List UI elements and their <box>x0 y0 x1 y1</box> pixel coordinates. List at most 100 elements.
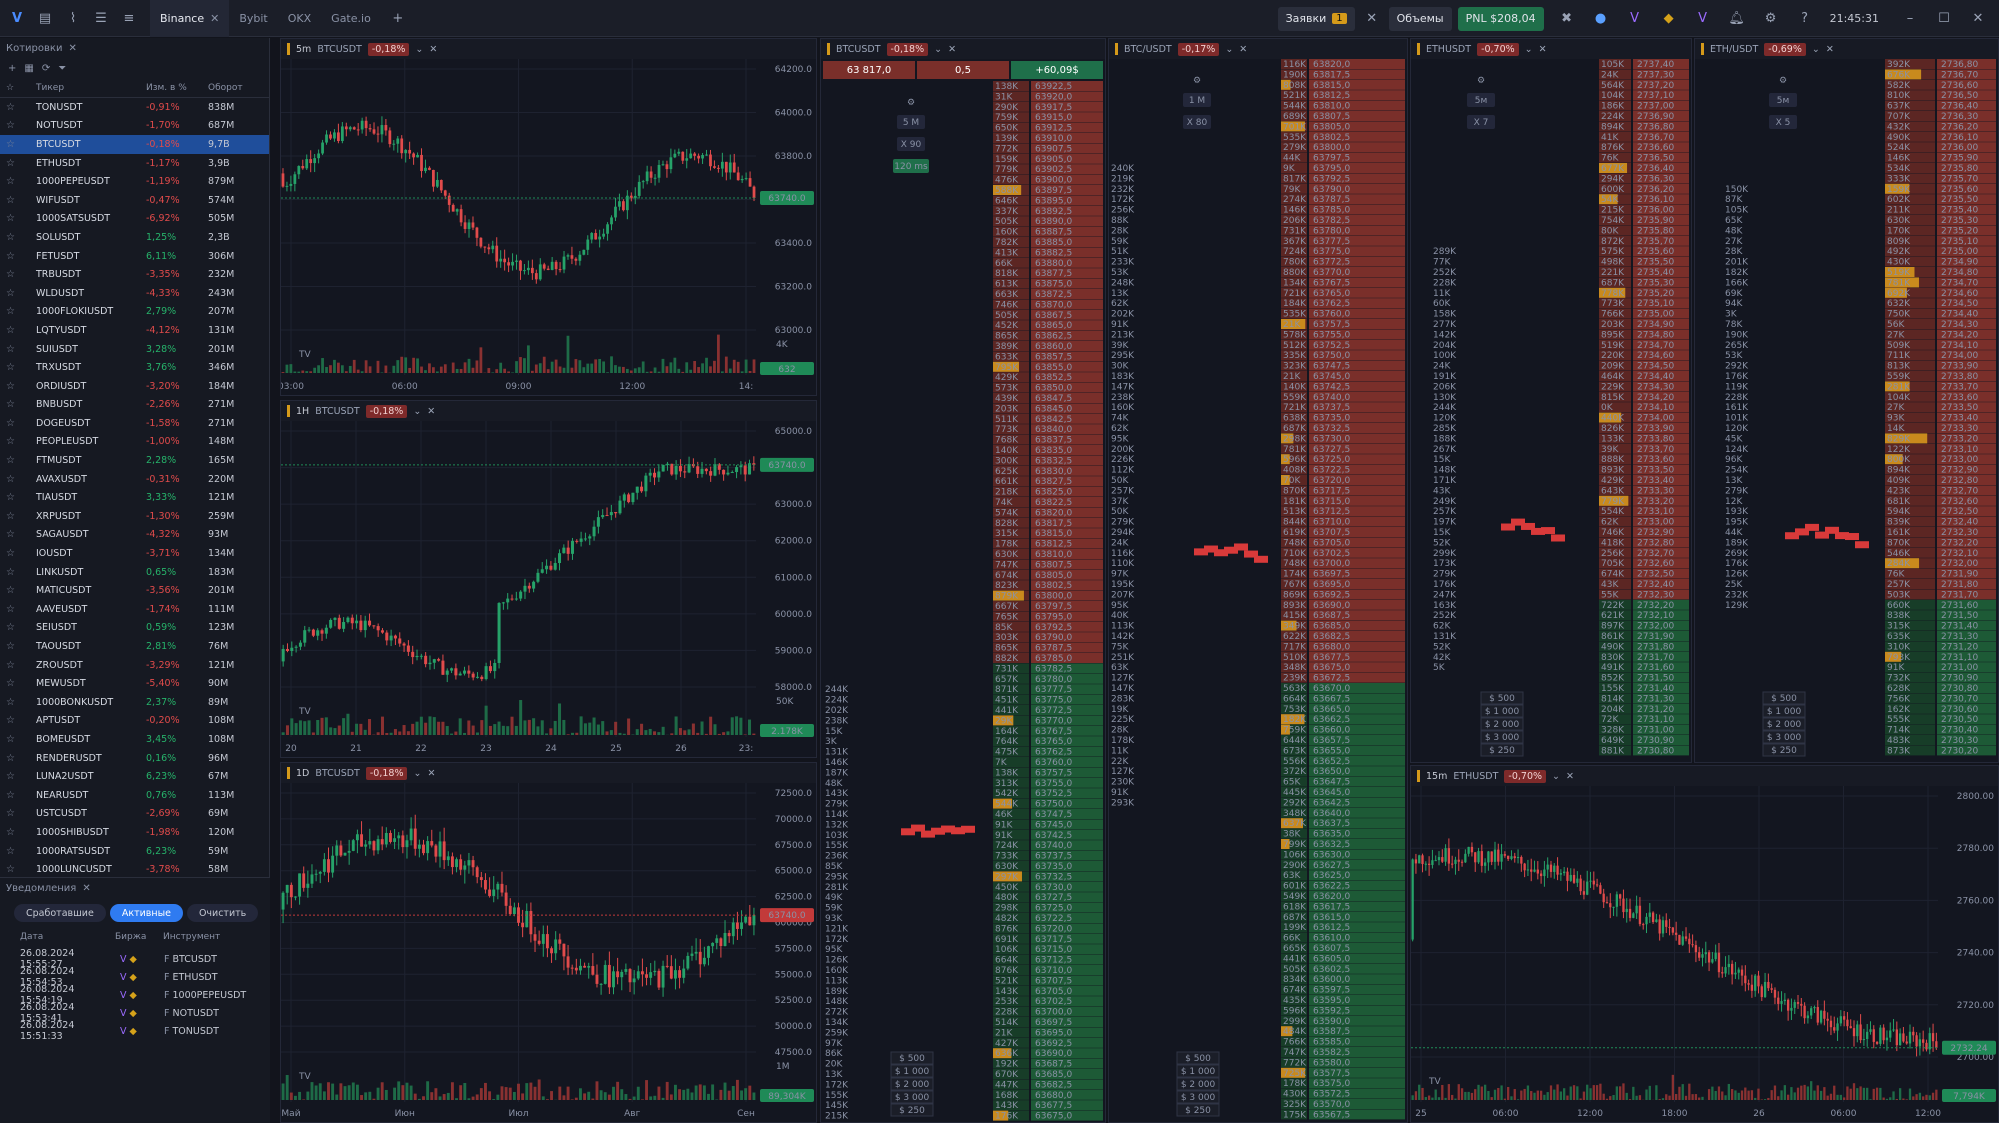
quote-row[interactable]: ☆ 1000BONKUSDT 2,37% 89M <box>0 693 269 712</box>
star-icon[interactable]: ☆ <box>6 269 15 281</box>
quote-row[interactable]: ☆ ETHUSDT -1,17% 3,9B <box>0 154 269 173</box>
quote-row[interactable]: ☆ 1000RATSUSDT 6,23% 59M <box>0 842 269 861</box>
tab-gate-io[interactable]: Gate.io <box>321 0 381 37</box>
col-ticker[interactable]: Тикер <box>36 82 65 93</box>
quote-row[interactable]: ☆ WLDUSDT -4,33% 243M <box>0 284 269 303</box>
quote-row[interactable]: ☆ BOMEUSDT 3,45% 108M <box>0 730 269 749</box>
close-icon[interactable]: ✕ <box>68 42 77 54</box>
star-icon[interactable]: ☆ <box>6 138 15 150</box>
star-icon[interactable]: ☆ <box>6 231 15 243</box>
coin-icon[interactable]: ◆ <box>1663 11 1674 26</box>
star-icon[interactable]: ☆ <box>6 250 15 262</box>
star-icon[interactable]: ☆ <box>6 808 15 820</box>
col-change[interactable]: Изм. в % <box>146 82 187 93</box>
star-icon[interactable]: ☆ <box>6 845 15 857</box>
star-icon[interactable]: ☆ <box>6 733 15 745</box>
star-icon[interactable]: ☆ <box>6 157 15 169</box>
add-icon[interactable]: + <box>8 62 17 74</box>
star-icon[interactable]: ☆ <box>6 473 15 485</box>
quote-row[interactable]: ☆ MEWUSDT -5,40% 90M <box>0 674 269 693</box>
quote-row[interactable]: ☆ 1000LUNCUSDT -3,78% 58M <box>0 860 269 879</box>
star-icon[interactable]: ☆ <box>6 306 15 318</box>
chart-15m[interactable]: 2800.002780.002760.002740.002720.002700.… <box>1411 786 1998 1122</box>
quote-row[interactable]: ☆ FETUSDT 6,11% 306M <box>0 247 269 266</box>
quote-row[interactable]: ☆ SAGAUSDT -4,32% 93M <box>0 526 269 545</box>
active-button[interactable]: Активные <box>109 904 183 922</box>
quote-row[interactable]: ☆ 1000SHIBUSDT -1,98% 120M <box>0 823 269 842</box>
star-icon[interactable]: ☆ <box>6 120 15 132</box>
chevron-down-icon[interactable]: ⌄ <box>1225 43 1234 55</box>
star-icon[interactable]: ☆ <box>6 659 15 671</box>
price-field[interactable]: 63 817,0 <box>823 61 915 79</box>
star-icon[interactable]: ☆ <box>6 510 15 522</box>
star-icon[interactable]: ☆ <box>6 603 15 615</box>
close-icon[interactable]: ✕ <box>1825 43 1834 55</box>
quote-row[interactable]: ☆ TAOUSDT 2,81% 76M <box>0 637 269 656</box>
col-date[interactable]: Дата <box>20 932 44 942</box>
quote-row[interactable]: ☆ TIAUSDT 3,33% 121M <box>0 488 269 507</box>
star-icon[interactable]: ☆ <box>6 771 15 783</box>
quote-row[interactable]: ☆ SUIUSDT 3,28% 201M <box>0 340 269 359</box>
col-exchange[interactable]: Биржа <box>115 932 147 942</box>
quote-row[interactable]: ☆ USTCUSDT -2,69% 69M <box>0 805 269 824</box>
col-instrument[interactable]: Инструмент <box>163 932 221 942</box>
star-icon[interactable]: ☆ <box>6 417 15 429</box>
quote-row[interactable]: ☆ LUNA2USDT 6,23% 67M <box>0 767 269 786</box>
quote-row[interactable]: ☆ 1000SATSUSDT -6,92% 505M <box>0 210 269 229</box>
star-icon[interactable]: ☆ <box>6 492 15 504</box>
chevron-down-icon[interactable]: ⌄ <box>934 43 943 55</box>
quote-row[interactable]: ☆ AAVEUSDT -1,74% 111M <box>0 600 269 619</box>
star-icon[interactable]: ☆ <box>6 287 15 299</box>
triggered-button[interactable]: Сработавшие <box>14 904 106 922</box>
star-icon[interactable]: ☆ <box>6 566 15 578</box>
quote-row[interactable]: ☆ WIFUSDT -0,47% 574M <box>0 191 269 210</box>
notif-row[interactable]: 26.08.2024 15:53:41 V ◆ F NOTUSDT <box>0 1000 270 1024</box>
qty-field[interactable]: 0,5 <box>917 61 1009 79</box>
grid-icon[interactable]: ▦ <box>24 62 34 74</box>
chevron-down-icon[interactable]: ⌄ <box>1552 770 1560 782</box>
chart-5m[interactable]: 64200.064000.063800.063600.063400.063200… <box>281 59 816 395</box>
star-icon[interactable]: ☆ <box>6 548 15 560</box>
star-icon[interactable]: ☆ <box>6 436 15 448</box>
close-icon[interactable]: ✕ <box>1565 770 1574 782</box>
quote-row[interactable]: ☆ SOLUSDT 1,25% 2,3B <box>0 228 269 247</box>
chevron-down-icon[interactable]: ⌄ <box>413 767 422 779</box>
star-icon[interactable]: ☆ <box>6 343 15 355</box>
star-icon[interactable]: ☆ <box>6 789 15 801</box>
notif-row[interactable]: 26.08.2024 15:55:27 V ◆ F BTCUSDT <box>0 946 270 970</box>
orders-button[interactable]: Заявки 1 <box>1277 6 1355 31</box>
exchange-icon[interactable]: ✖ <box>1561 11 1573 26</box>
close-icon[interactable]: ✕ <box>427 767 436 779</box>
chart-1h[interactable]: 65000.064000.063000.062000.061000.060000… <box>281 421 816 757</box>
connection-icon[interactable]: ● <box>1594 11 1607 26</box>
col-turnover[interactable]: Оборот <box>208 82 243 93</box>
quote-row[interactable]: ☆ SEIUSDT 0,59% 123M <box>0 619 269 638</box>
quote-row[interactable]: ☆ APTUSDT -0,20% 108M <box>0 712 269 731</box>
close-icon[interactable]: ✕ <box>82 882 91 894</box>
star-icon[interactable]: ☆ <box>6 826 15 838</box>
close-icon[interactable]: ✕ <box>210 11 220 25</box>
notif-row[interactable]: 26.08.2024 15:51:33 V ◆ F TONUSDT <box>0 1018 270 1042</box>
bell-icon[interactable]: 🔔︎ <box>1728 11 1745 26</box>
quote-row[interactable]: ☆ ZROUSDT -3,29% 121M <box>0 656 269 675</box>
star-icon[interactable]: ☆ <box>6 101 15 113</box>
quote-row[interactable]: ☆ MATICUSDT -3,56% 201M <box>0 581 269 600</box>
quote-row[interactable]: ☆ PEOPLEUSDT -1,00% 148M <box>0 433 269 452</box>
quote-row[interactable]: ☆ BNBUSDT -2,26% 271M <box>0 396 269 415</box>
close-icon[interactable]: ✕ <box>429 43 438 55</box>
quote-row[interactable]: ☆ AVAXUSDT -0,31% 220M <box>0 470 269 489</box>
list-icon[interactable]: ☰ <box>95 10 107 26</box>
notif-row[interactable]: 26.08.2024 15:54:53 V ◆ F ETHUSDT <box>0 964 270 988</box>
quote-row[interactable]: ☆ NOTUSDT -1,70% 687M <box>0 117 269 136</box>
quote-row[interactable]: ☆ ORDIUSDT -3,20% 184M <box>0 377 269 396</box>
quote-row[interactable]: ☆ FTMUSDT 2,28% 165M <box>0 451 269 470</box>
quote-row[interactable]: ☆ XRPUSDT -1,30% 259M <box>0 507 269 526</box>
close-icon[interactable]: ✕ <box>427 405 436 417</box>
tab-binance[interactable]: Binance ✕ <box>150 0 230 37</box>
filter-icon[interactable]: ⏷ <box>58 62 67 74</box>
quote-row[interactable]: ☆ 1000FLOKIUSDT 2,79% 207M <box>0 303 269 322</box>
layout-icon[interactable]: ▤ <box>38 10 52 26</box>
maximize-icon[interactable]: ☐ <box>1938 11 1950 26</box>
